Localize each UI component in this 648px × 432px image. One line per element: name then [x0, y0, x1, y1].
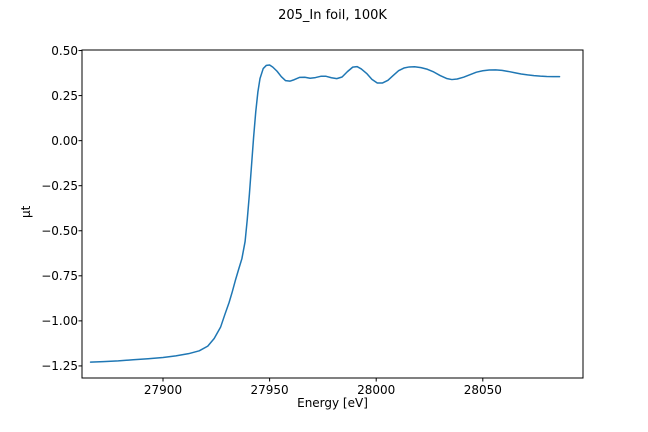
- x-axis-label: Energy [eV]: [297, 396, 368, 410]
- x-tick-label: 27950: [250, 383, 289, 397]
- y-tick-label: 0.00: [51, 133, 78, 148]
- x-tick-label: 27900: [143, 383, 183, 397]
- y-tick-label: 0.25: [51, 88, 78, 103]
- x-tick-label: 28050: [463, 383, 502, 397]
- axis-tick-marks: [78, 50, 484, 382]
- plot-title: 205_In foil, 100K: [278, 8, 387, 23]
- y-tick-label: −1.00: [41, 313, 78, 328]
- y-tick-label: −0.25: [41, 178, 78, 193]
- data-line-series: [89, 64, 561, 363]
- y-tick-label: −0.50: [41, 223, 78, 238]
- y-tick-label: −0.75: [41, 268, 78, 283]
- axes-frame: [81, 49, 584, 379]
- y-tick-label: −1.25: [41, 358, 78, 373]
- x-tick-label: 28000: [357, 383, 396, 397]
- y-tick-label: 0.50: [51, 43, 78, 58]
